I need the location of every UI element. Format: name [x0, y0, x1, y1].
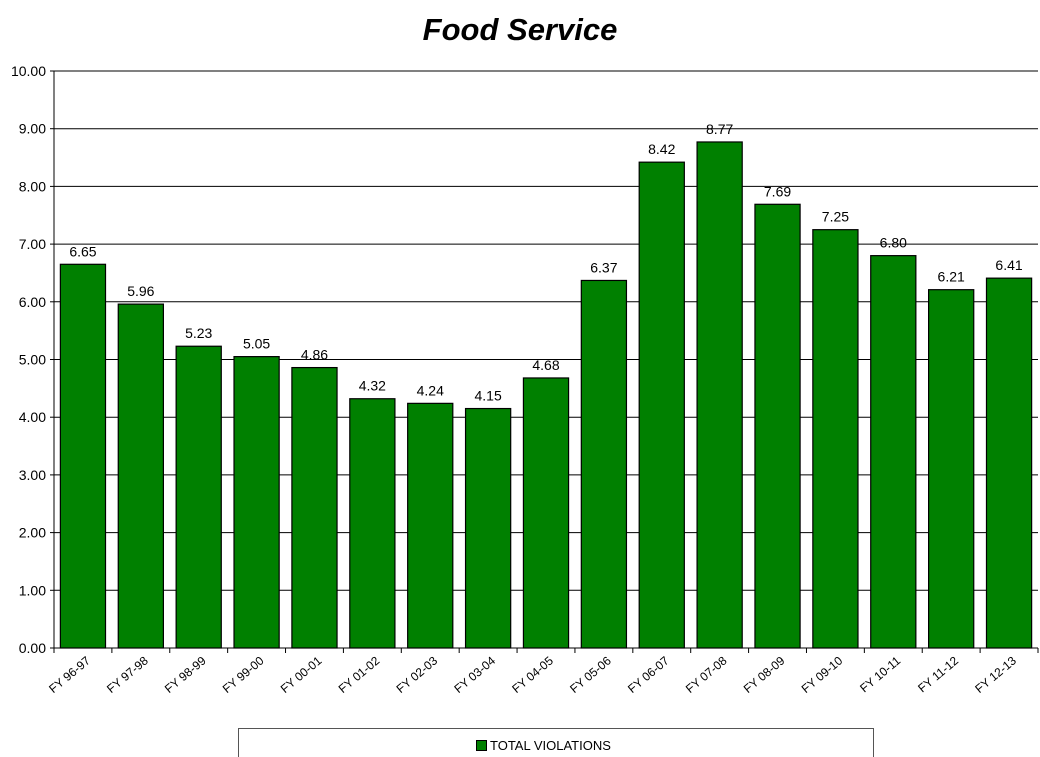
bar	[696, 141, 743, 649]
y-tick-label: 2.00	[19, 525, 46, 541]
data-label: 4.86	[301, 347, 328, 363]
bar	[870, 255, 917, 649]
data-label: 6.41	[995, 257, 1022, 273]
axes	[50, 70, 1039, 653]
y-tick-label: 7.00	[19, 236, 46, 252]
data-labels: 6.65 5.96 5.23 5.05 4.86 4.32 4.24 4.15 4.68 6.37…	[69, 121, 1023, 404]
data-label: 4.68	[532, 357, 559, 373]
bar	[175, 345, 222, 649]
x-tick-label: FY 11-12	[915, 653, 961, 695]
bar	[464, 407, 512, 649]
y-tick-label: 3.00	[19, 467, 46, 483]
bar	[754, 203, 801, 649]
bar	[985, 277, 1033, 649]
bar	[59, 263, 107, 649]
bar	[638, 161, 685, 649]
bar	[233, 356, 280, 649]
chart-title: Food Service	[422, 12, 618, 47]
data-label: 7.69	[764, 183, 791, 199]
bar	[407, 402, 454, 649]
data-label: 6.80	[880, 235, 907, 251]
y-tick-label: 10.00	[11, 63, 46, 79]
bar	[349, 398, 396, 649]
y-tick-label: 4.00	[19, 409, 46, 425]
x-tick-label: FY 10-11	[857, 653, 903, 695]
data-label: 6.37	[590, 259, 617, 275]
x-tick-label: FY 03-04	[451, 653, 498, 696]
y-tick-label: 9.00	[19, 121, 46, 137]
x-tick-label: FY 99-00	[220, 653, 267, 696]
bar	[812, 229, 859, 649]
y-tick-label: 8.00	[19, 178, 46, 194]
legend-item: TOTAL VIOLATIONS	[476, 738, 611, 753]
x-tick-label: FY 04-05	[509, 653, 556, 696]
x-tick-label: FY 05-06	[567, 653, 614, 696]
x-tick-label: FY 06-07	[625, 653, 672, 696]
x-tick-label: FY 01-02	[336, 653, 383, 696]
bar	[580, 279, 628, 649]
x-tick-labels: FY 96-97 FY 97-98 FY 98-99 FY 99-00 FY 00-01…	[46, 653, 1019, 696]
data-label: 4.15	[474, 388, 501, 404]
x-tick-label: FY 09-10	[799, 653, 846, 696]
y-tick-label: 6.00	[19, 294, 46, 310]
bar	[291, 366, 338, 649]
legend: TOTAL VIOLATIONS	[238, 728, 874, 757]
data-label: 5.05	[243, 336, 270, 352]
data-label: 4.24	[417, 382, 444, 398]
bar	[522, 377, 570, 649]
data-label: 4.32	[359, 378, 386, 394]
x-tick-label: FY 07-08	[683, 653, 730, 696]
data-label: 8.77	[706, 121, 733, 137]
y-tick-label: 0.00	[19, 640, 46, 656]
x-tick-label: FY 97-98	[104, 653, 151, 696]
y-tick-label: 1.00	[19, 582, 46, 598]
x-tick-label: FY 02-03	[394, 653, 441, 696]
bar	[117, 303, 164, 649]
x-tick-label: FY 12-13	[972, 653, 1019, 696]
data-label: 8.42	[648, 141, 675, 157]
data-label: 7.25	[822, 209, 849, 225]
y-tick-labels: 0.00 1.00 2.00 3.00 4.00 5.00 6.00 7.00 8.00 9.00…	[11, 63, 46, 656]
bar	[928, 289, 975, 649]
x-tick-label: FY 08-09	[741, 653, 788, 696]
x-tick-label: FY 00-01	[278, 653, 325, 696]
legend-swatch	[476, 740, 487, 751]
data-label: 6.21	[938, 269, 965, 285]
y-tick-label: 5.00	[19, 352, 46, 368]
data-label: 6.65	[69, 243, 96, 259]
x-tick-label: FY 98-99	[162, 653, 209, 696]
data-label: 5.23	[185, 325, 212, 341]
x-tick-label: FY 96-97	[46, 653, 93, 696]
data-label: 5.96	[127, 283, 154, 299]
legend-label: TOTAL VIOLATIONS	[490, 738, 611, 753]
bars	[59, 141, 1033, 649]
